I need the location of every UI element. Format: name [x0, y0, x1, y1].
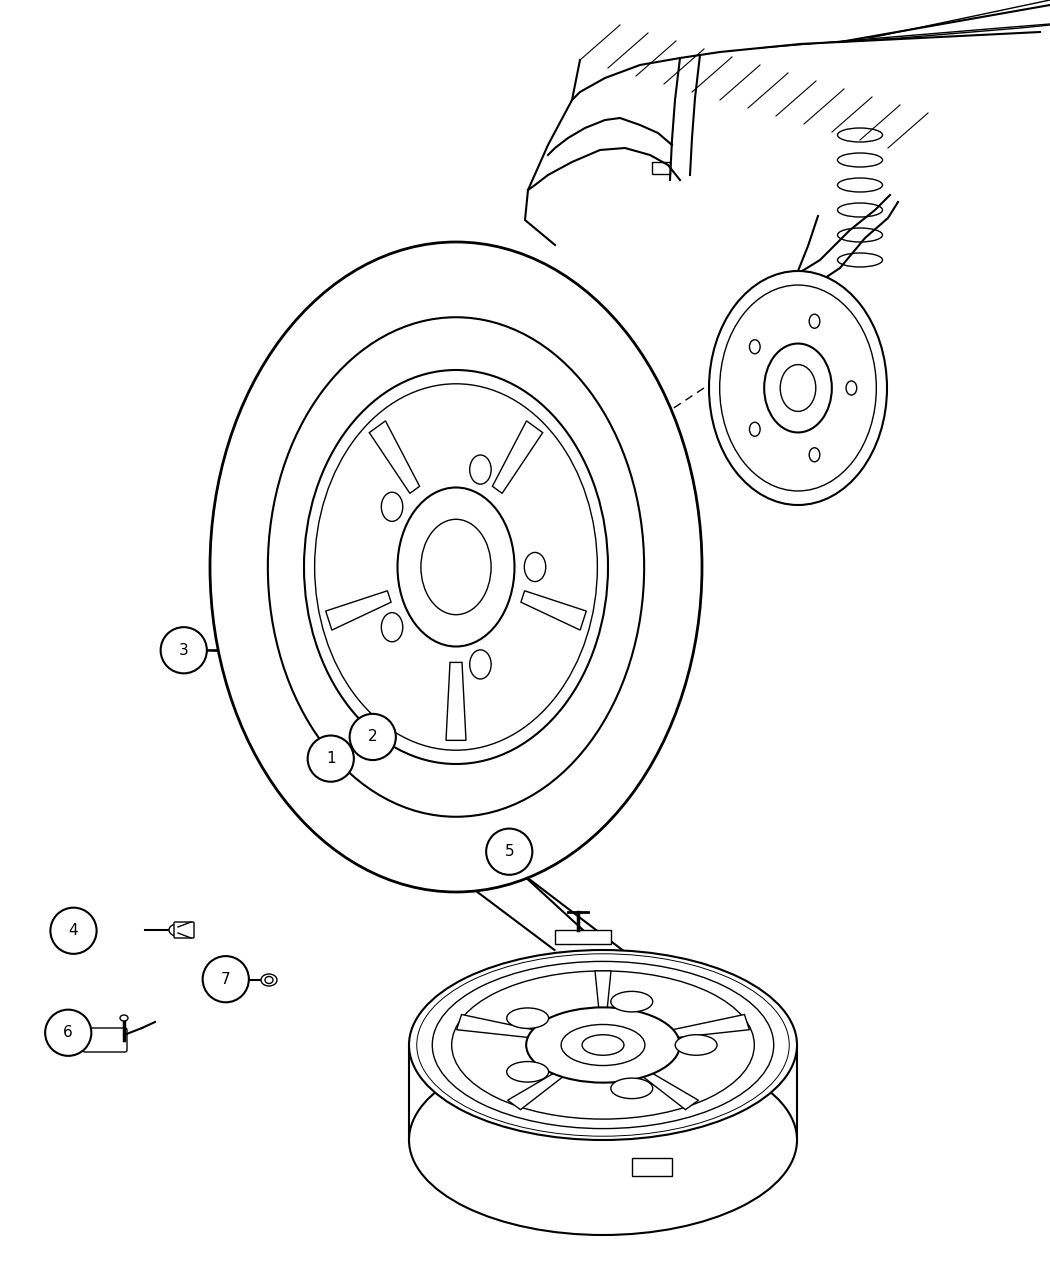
Ellipse shape [611, 992, 653, 1012]
Ellipse shape [469, 650, 491, 680]
Ellipse shape [120, 1015, 128, 1021]
Text: 1: 1 [326, 751, 336, 766]
Circle shape [486, 829, 532, 875]
Ellipse shape [398, 487, 514, 646]
Ellipse shape [611, 1079, 653, 1099]
Ellipse shape [261, 974, 277, 986]
Ellipse shape [410, 1046, 797, 1235]
Ellipse shape [469, 455, 491, 484]
Polygon shape [521, 590, 586, 630]
Ellipse shape [561, 1025, 645, 1066]
Ellipse shape [764, 343, 832, 432]
Circle shape [308, 736, 354, 782]
Ellipse shape [169, 924, 185, 936]
Ellipse shape [210, 242, 702, 892]
Ellipse shape [268, 317, 644, 817]
Ellipse shape [507, 1062, 548, 1082]
Text: 3: 3 [178, 643, 189, 658]
Ellipse shape [265, 977, 273, 983]
Bar [555, 929, 611, 944]
Ellipse shape [304, 370, 608, 764]
Circle shape [50, 908, 97, 954]
Polygon shape [370, 421, 420, 493]
Ellipse shape [381, 613, 403, 641]
Ellipse shape [810, 448, 820, 462]
Ellipse shape [810, 314, 820, 328]
Ellipse shape [526, 1007, 679, 1082]
Polygon shape [668, 1015, 750, 1038]
FancyBboxPatch shape [174, 922, 194, 938]
Text: 4: 4 [68, 923, 79, 938]
Polygon shape [595, 970, 611, 1011]
Circle shape [203, 956, 249, 1002]
Ellipse shape [433, 961, 774, 1128]
Bar [631, 1158, 672, 1176]
Polygon shape [457, 1015, 538, 1038]
Circle shape [161, 627, 207, 673]
Ellipse shape [507, 1009, 548, 1029]
Ellipse shape [750, 339, 760, 353]
Polygon shape [492, 421, 543, 493]
Ellipse shape [524, 552, 546, 581]
Text: 7: 7 [220, 972, 231, 987]
Ellipse shape [846, 381, 857, 395]
Circle shape [350, 714, 396, 760]
Bar [652, 162, 670, 173]
Polygon shape [640, 1070, 698, 1109]
Ellipse shape [582, 1035, 624, 1056]
Polygon shape [507, 1070, 565, 1109]
Ellipse shape [276, 644, 290, 654]
FancyBboxPatch shape [83, 1028, 127, 1052]
Polygon shape [326, 590, 391, 630]
Ellipse shape [421, 519, 491, 615]
Ellipse shape [381, 492, 403, 521]
Ellipse shape [780, 365, 816, 412]
Ellipse shape [709, 272, 887, 505]
Text: 2: 2 [368, 729, 378, 745]
Circle shape [45, 1010, 91, 1056]
Text: 6: 6 [63, 1025, 74, 1040]
Text: 5: 5 [504, 844, 514, 859]
Ellipse shape [269, 648, 277, 654]
Ellipse shape [750, 422, 760, 436]
Polygon shape [446, 663, 466, 741]
Ellipse shape [675, 1035, 717, 1056]
Ellipse shape [410, 950, 797, 1140]
